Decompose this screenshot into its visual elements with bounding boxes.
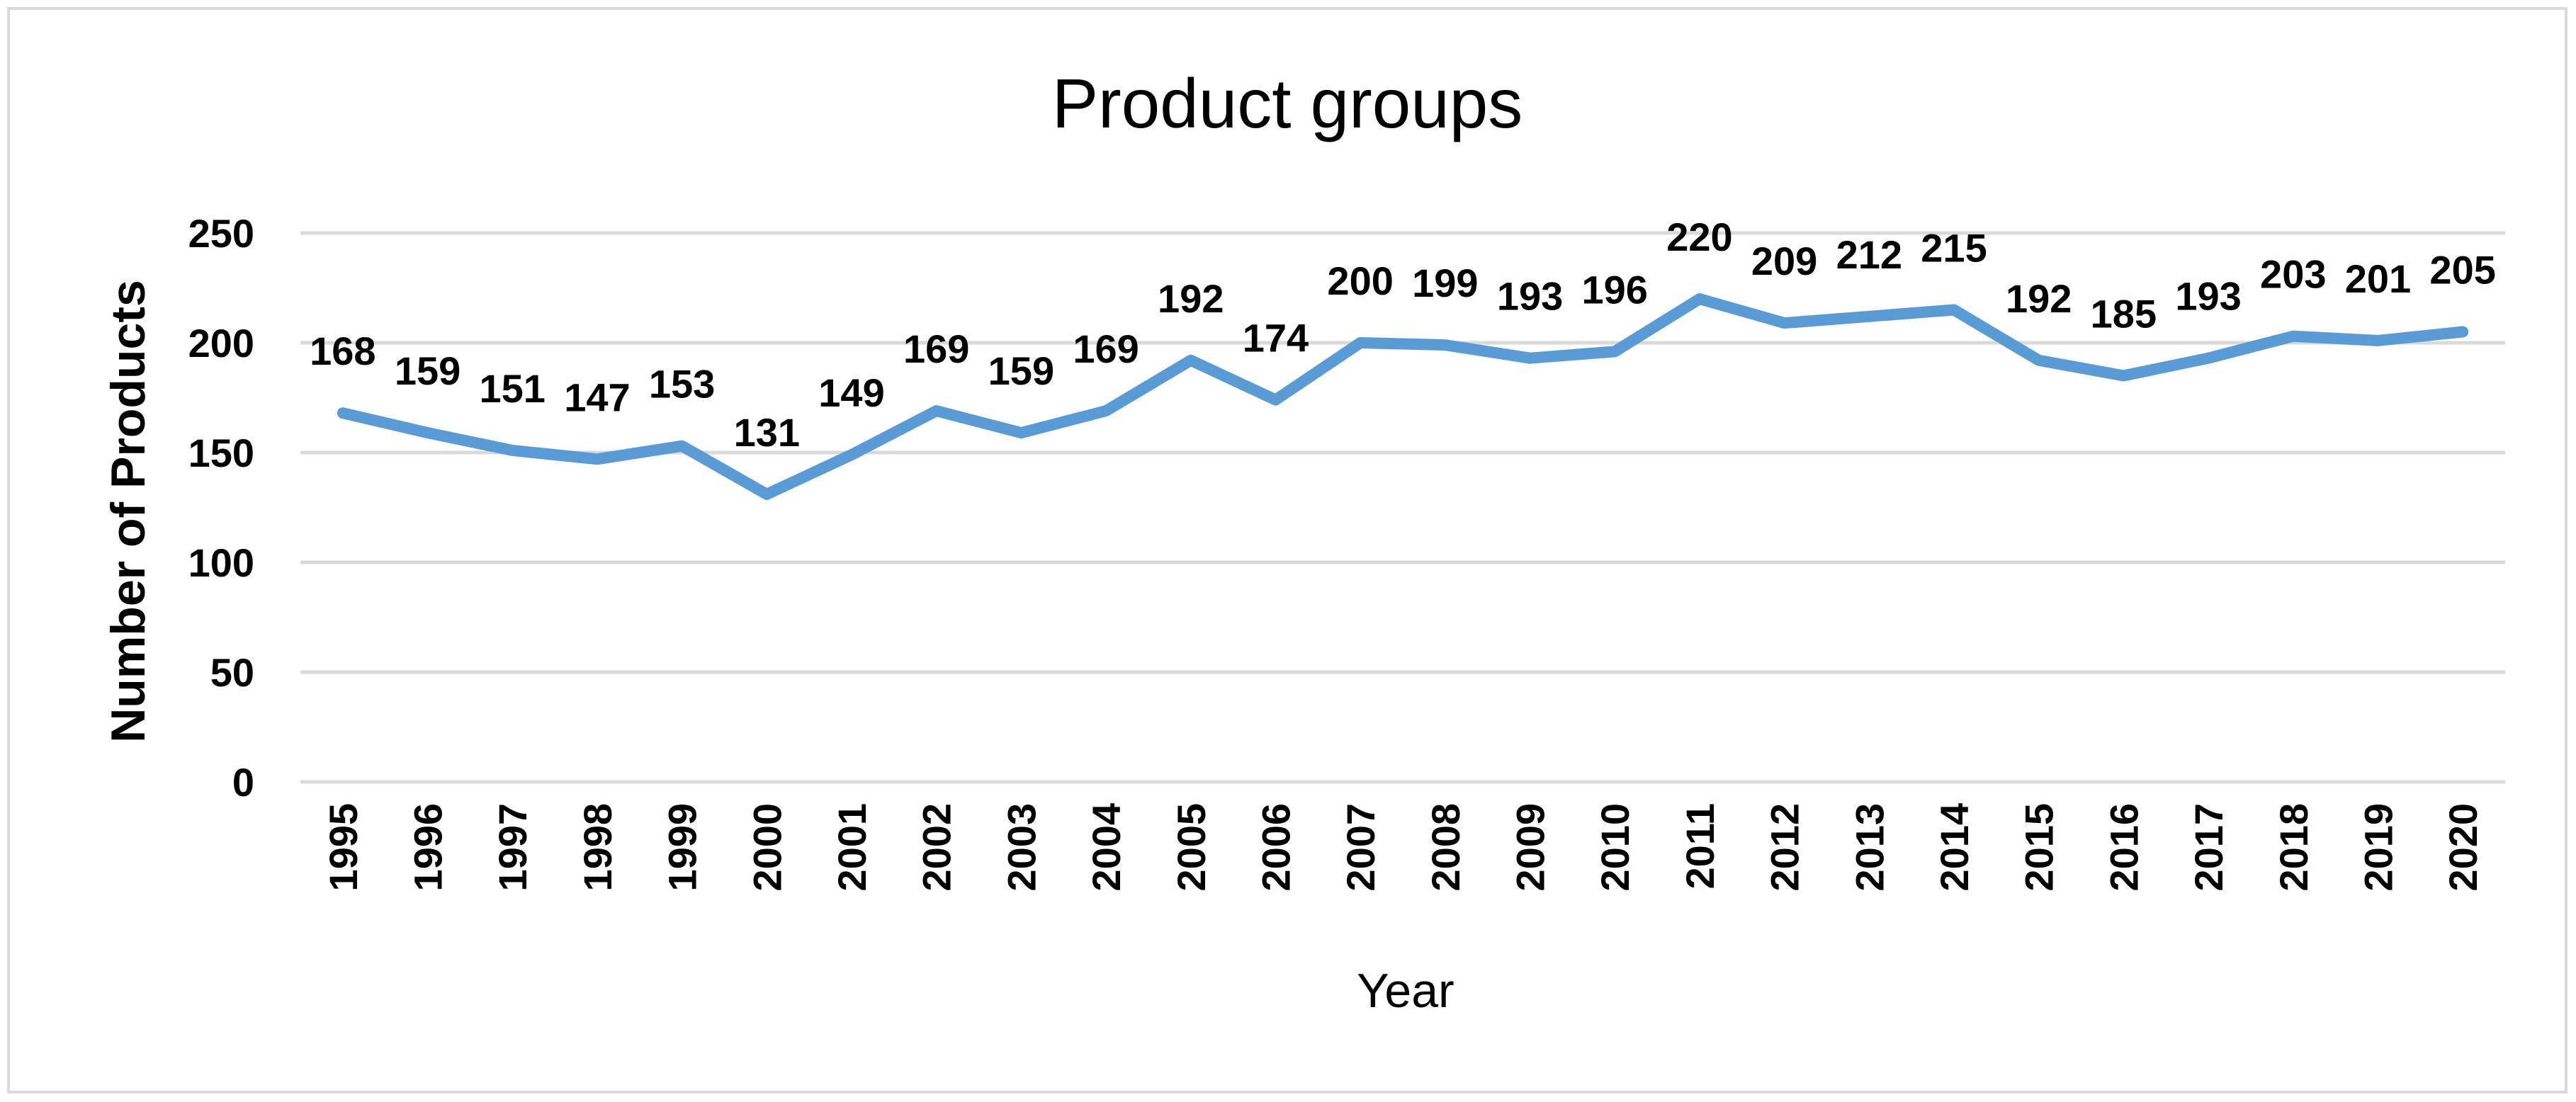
series-line — [337, 293, 2469, 500]
x-tick-label: 2003 — [999, 803, 1044, 892]
x-tick-label: 2013 — [1847, 803, 1892, 892]
data-label: 159 — [395, 348, 461, 393]
data-label: 149 — [818, 370, 884, 415]
x-tick-label: 2010 — [1593, 803, 1637, 892]
data-point — [2462, 331, 2464, 333]
data-label: 205 — [2429, 248, 2495, 292]
x-tick-label: 2016 — [2101, 803, 2146, 892]
data-label: 169 — [903, 326, 969, 371]
chart-title: Product groups — [1052, 64, 1523, 142]
x-tick-label: 2000 — [745, 803, 789, 892]
x-tick-label: 1999 — [660, 803, 705, 892]
data-label: 215 — [1921, 226, 1987, 271]
data-point — [1868, 315, 1870, 317]
data-point — [2123, 375, 2125, 377]
x-tick-label: 1997 — [490, 803, 535, 892]
x-tick-label: 2011 — [1678, 803, 1722, 890]
data-label: 193 — [2175, 274, 2241, 319]
data-point — [766, 493, 768, 495]
data-label: 209 — [1751, 239, 1817, 283]
data-point — [2292, 335, 2294, 337]
data-point — [1190, 359, 1192, 361]
x-tick-label: 2009 — [1508, 803, 1553, 892]
x-tick-label: 2004 — [1084, 803, 1129, 892]
data-label: 131 — [734, 410, 800, 455]
data-point — [681, 445, 683, 447]
x-tick-label: 2005 — [1169, 803, 1214, 892]
data-labels: 168 159 151 147 153 131 149 169 159 169 192 174 200 1… — [310, 215, 2496, 455]
x-tick-label: 2015 — [2017, 803, 2062, 892]
gridlines — [300, 231, 2505, 784]
data-label: 174 — [1243, 316, 1309, 360]
x-tick-label: 2008 — [1423, 803, 1468, 892]
x-tick-label: 2018 — [2271, 803, 2316, 892]
data-label: 200 — [1327, 259, 1393, 303]
data-point — [1614, 351, 1616, 353]
data-point — [596, 458, 598, 460]
data-label: 151 — [480, 366, 546, 411]
data-point — [2038, 359, 2040, 361]
data-point — [1953, 309, 1955, 311]
data-point — [935, 410, 937, 412]
data-point — [2208, 357, 2210, 359]
data-point — [1360, 342, 1362, 343]
data-label: 153 — [649, 362, 715, 407]
data-label: 203 — [2260, 252, 2326, 297]
data-point — [2377, 339, 2379, 341]
series-layer — [337, 293, 2469, 500]
data-point — [1783, 322, 1785, 324]
data-point — [341, 412, 344, 414]
x-tick-label: 2014 — [1932, 803, 1977, 892]
x-tick-label: 1995 — [321, 803, 366, 892]
x-tick-label: 2017 — [2186, 803, 2231, 892]
data-label: 192 — [1158, 276, 1224, 321]
x-tick-label: 2006 — [1253, 803, 1298, 892]
x-tick-label: 2002 — [915, 803, 959, 892]
data-point — [1275, 399, 1277, 401]
x-tick-label: 2001 — [830, 803, 874, 892]
x-tick-label: 2020 — [2441, 803, 2485, 892]
data-point — [1698, 298, 1700, 300]
y-axis-ticks: 0 50 100 150 200 250 — [188, 211, 254, 805]
y-tick-label: 0 — [232, 760, 254, 805]
data-label: 199 — [1412, 261, 1478, 305]
data-label: 147 — [564, 375, 630, 419]
data-label: 193 — [1497, 274, 1563, 319]
data-label: 201 — [2345, 256, 2411, 301]
data-label: 185 — [2091, 292, 2157, 336]
y-tick-label: 50 — [210, 650, 254, 695]
data-point — [512, 449, 514, 451]
x-tick-label: 2007 — [1338, 803, 1383, 892]
x-tick-label: 2012 — [1763, 803, 1807, 892]
data-point — [851, 454, 852, 456]
x-tick-label: 1998 — [575, 803, 620, 892]
y-axis-title: Number of Products — [101, 280, 155, 743]
y-tick-label: 150 — [188, 431, 254, 475]
data-label: 169 — [1073, 326, 1139, 371]
data-point — [1105, 410, 1107, 412]
data-point — [1020, 432, 1022, 434]
x-tick-label: 2019 — [2356, 803, 2400, 892]
y-tick-label: 100 — [188, 540, 254, 585]
data-label: 192 — [2006, 276, 2072, 321]
data-label: 196 — [1582, 267, 1648, 312]
y-tick-label: 200 — [188, 321, 254, 365]
data-point — [1529, 357, 1531, 359]
data-label: 159 — [988, 348, 1054, 393]
data-label: 168 — [310, 329, 375, 373]
data-point — [426, 432, 429, 434]
x-axis-ticks: 1995 1996 1997 1998 1999 2000 2001 2002 2003 2004… — [321, 803, 2485, 892]
data-label: 212 — [1836, 232, 1902, 277]
data-label: 220 — [1666, 215, 1732, 259]
data-point — [1444, 344, 1446, 346]
chart-frame: Product groups 0 50 100 150 200 250 1995 1996 1… — [7, 7, 2567, 1094]
x-axis-title: Year — [1357, 964, 1454, 1018]
y-tick-label: 250 — [188, 211, 254, 256]
x-tick-label: 1996 — [406, 803, 451, 892]
